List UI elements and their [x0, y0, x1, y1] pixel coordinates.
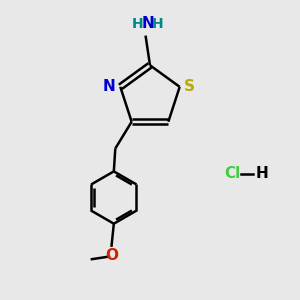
- Text: H: H: [256, 166, 268, 181]
- Text: O: O: [105, 248, 118, 263]
- Text: N: N: [141, 16, 154, 31]
- Text: Cl: Cl: [224, 166, 241, 181]
- Text: N: N: [103, 80, 116, 94]
- Text: S: S: [184, 80, 195, 94]
- Text: H: H: [152, 17, 164, 31]
- Text: H: H: [131, 17, 143, 31]
